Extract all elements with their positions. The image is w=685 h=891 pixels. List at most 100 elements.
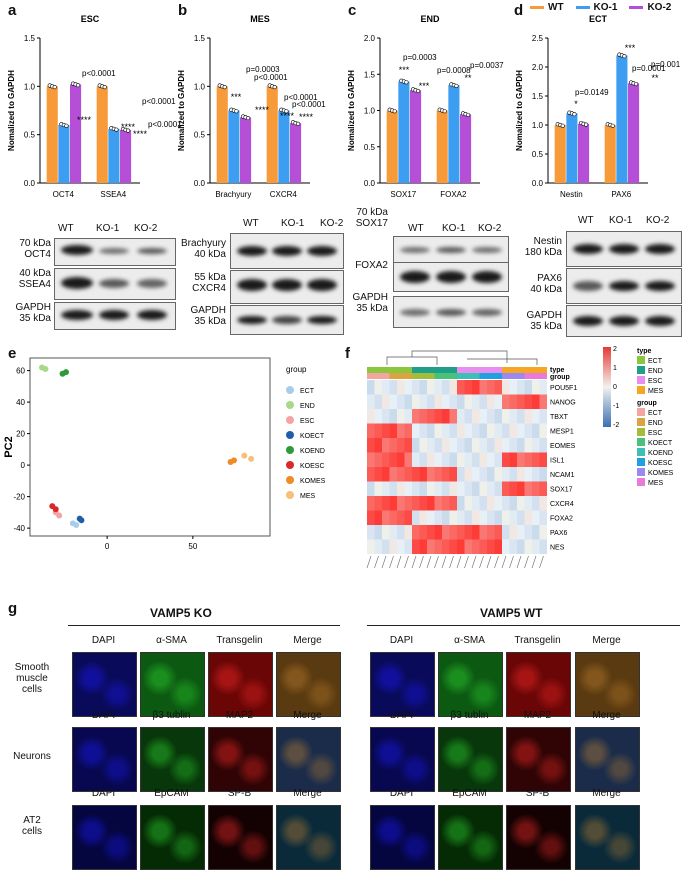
heat-cell-0-8 (427, 380, 435, 395)
gene-label-1: NANOG (550, 400, 576, 407)
heat-cell-3-6 (412, 423, 420, 438)
heat-cell-1-20 (517, 394, 525, 409)
heat-cell-7-2 (382, 481, 390, 496)
channel-label-ko-2-1: EpCAM (154, 788, 189, 799)
heat-cell-2-4 (397, 409, 405, 424)
heat-cell-11-18 (502, 539, 510, 554)
pca-legend-swatch-3 (286, 431, 294, 439)
wt-title: VAMP5 WT (480, 606, 543, 620)
type-cell-2 (382, 367, 390, 373)
heat-cell-7-14 (472, 481, 480, 496)
micrograph-wt-1-2 (506, 727, 571, 792)
pca-xtick-label-0: 0 (105, 542, 110, 550)
dot-0-1-1-2 (114, 127, 119, 132)
pca-point-1-1 (42, 366, 49, 373)
pca-point-7-1 (248, 455, 255, 462)
annotation-1-6: **** (280, 111, 295, 121)
channel-label-wt-2-0: DAPI (389, 788, 414, 799)
heat-cell-0-11 (449, 380, 457, 395)
heat-cell-3-7 (419, 423, 427, 438)
heat-cell-0-0 (367, 380, 375, 395)
heat-cell-10-9 (434, 525, 442, 540)
heat-cell-8-12 (457, 496, 465, 511)
heat-cell-11-16 (487, 539, 495, 554)
heat-cell-11-0 (367, 539, 375, 554)
col-label-mark-4 (396, 555, 402, 569)
heat-cell-4-3 (389, 438, 397, 453)
wb-b-wt: WT (243, 218, 259, 229)
heat-cell-3-5 (404, 423, 412, 438)
gene-label-10: PAX6 (550, 530, 567, 537)
heat-cell-8-19 (509, 496, 517, 511)
heat-cell-4-16 (487, 438, 495, 453)
pca-ylabel: PC2 (3, 436, 15, 457)
heat-cell-1-21 (524, 394, 532, 409)
dot-3-1-1-2 (622, 54, 627, 59)
micrograph-wt-0-1 (438, 652, 503, 717)
heat-cell-6-11 (449, 467, 457, 482)
pca-plot: -40-200204060050PC1PC2ECTENDESCKOECTKOEN… (3, 357, 326, 550)
annotation-3-3: *** (625, 43, 636, 53)
annotation-1-2: *** (231, 92, 242, 102)
annotation-3-2: p=0.0001 (632, 64, 666, 73)
heat-cell-2-9 (434, 409, 442, 424)
x-tick-label-1-1: CXCR4 (270, 190, 298, 199)
y-tick-label-0-3: 1.5 (24, 34, 36, 43)
y-tick-label-2-1: 0.5 (364, 143, 376, 152)
bar-chart-1: MES Nomalized to GAPDH 0.0 0.5 1.0 1.5 Brachyu… (177, 14, 326, 199)
heat-cell-3-22 (532, 423, 540, 438)
heat-cell-10-23 (539, 525, 547, 540)
heat-cell-7-9 (434, 481, 442, 496)
wb-c-label1: 70 kDa SOX17 (355, 207, 388, 229)
group-cell-0 (367, 373, 375, 379)
heat-cell-9-9 (434, 510, 442, 525)
legend-group-title: group (637, 400, 657, 407)
type-cell-9 (434, 367, 442, 373)
heat-cell-6-4 (397, 467, 405, 482)
heat-cell-7-0 (367, 481, 375, 496)
pca-ytick-label-3: 20 (16, 430, 25, 439)
y-tick-label-3-3: 1.5 (532, 92, 544, 101)
col-label-mark-22 (531, 555, 537, 569)
heat-cell-2-5 (404, 409, 412, 424)
annotation-1-1: p<0.0001 (254, 73, 288, 82)
heat-cell-4-4 (397, 438, 405, 453)
pca-ytick-label-1: -20 (13, 493, 25, 502)
heat-cell-10-18 (502, 525, 510, 540)
heat-cell-2-23 (539, 409, 547, 424)
group-cell-20 (517, 373, 525, 379)
heat-cell-1-9 (434, 394, 442, 409)
heat-cell-7-8 (427, 481, 435, 496)
heat-cell-6-13 (464, 467, 472, 482)
heat-cell-0-9 (434, 380, 442, 395)
wb-a-label2: 40 kDa SSEA4 (18, 268, 51, 290)
gene-label-7: SOX17 (550, 487, 573, 494)
heat-cell-2-7 (419, 409, 427, 424)
heat-cell-5-7 (419, 452, 427, 467)
group-cell-5 (404, 373, 412, 379)
bar-0-1-0 (96, 86, 108, 183)
heat-cell-10-19 (509, 525, 517, 540)
col-label-mark-17 (494, 555, 499, 569)
wb-d-wt: WT (578, 215, 594, 226)
heat-cell-5-2 (382, 452, 390, 467)
wb-c-label3: GAPDH 35 kDa (352, 292, 388, 314)
heat-cell-8-7 (419, 496, 427, 511)
legend-type-swatch-3 (637, 386, 645, 394)
heat-cell-3-12 (457, 423, 465, 438)
pca-ytick-label-0: -40 (13, 524, 25, 533)
pca-point-6-1 (231, 457, 237, 464)
color-scale-label-2: 0 (613, 384, 617, 391)
pca-legend-swatch-6 (286, 476, 294, 484)
legend-type-swatch-2 (637, 376, 645, 384)
group-cell-22 (532, 373, 540, 379)
pca-legend-title: group (286, 365, 307, 374)
heat-cell-3-19 (509, 423, 517, 438)
pca-ytick-label-2: 0 (21, 461, 26, 470)
heat-cell-7-6 (412, 481, 420, 496)
type-cell-15 (479, 367, 487, 373)
heat-cell-1-4 (397, 394, 405, 409)
pca-legend-label-7: MES (300, 493, 316, 500)
heat-cell-10-3 (389, 525, 397, 540)
heat-cell-9-10 (442, 510, 450, 525)
